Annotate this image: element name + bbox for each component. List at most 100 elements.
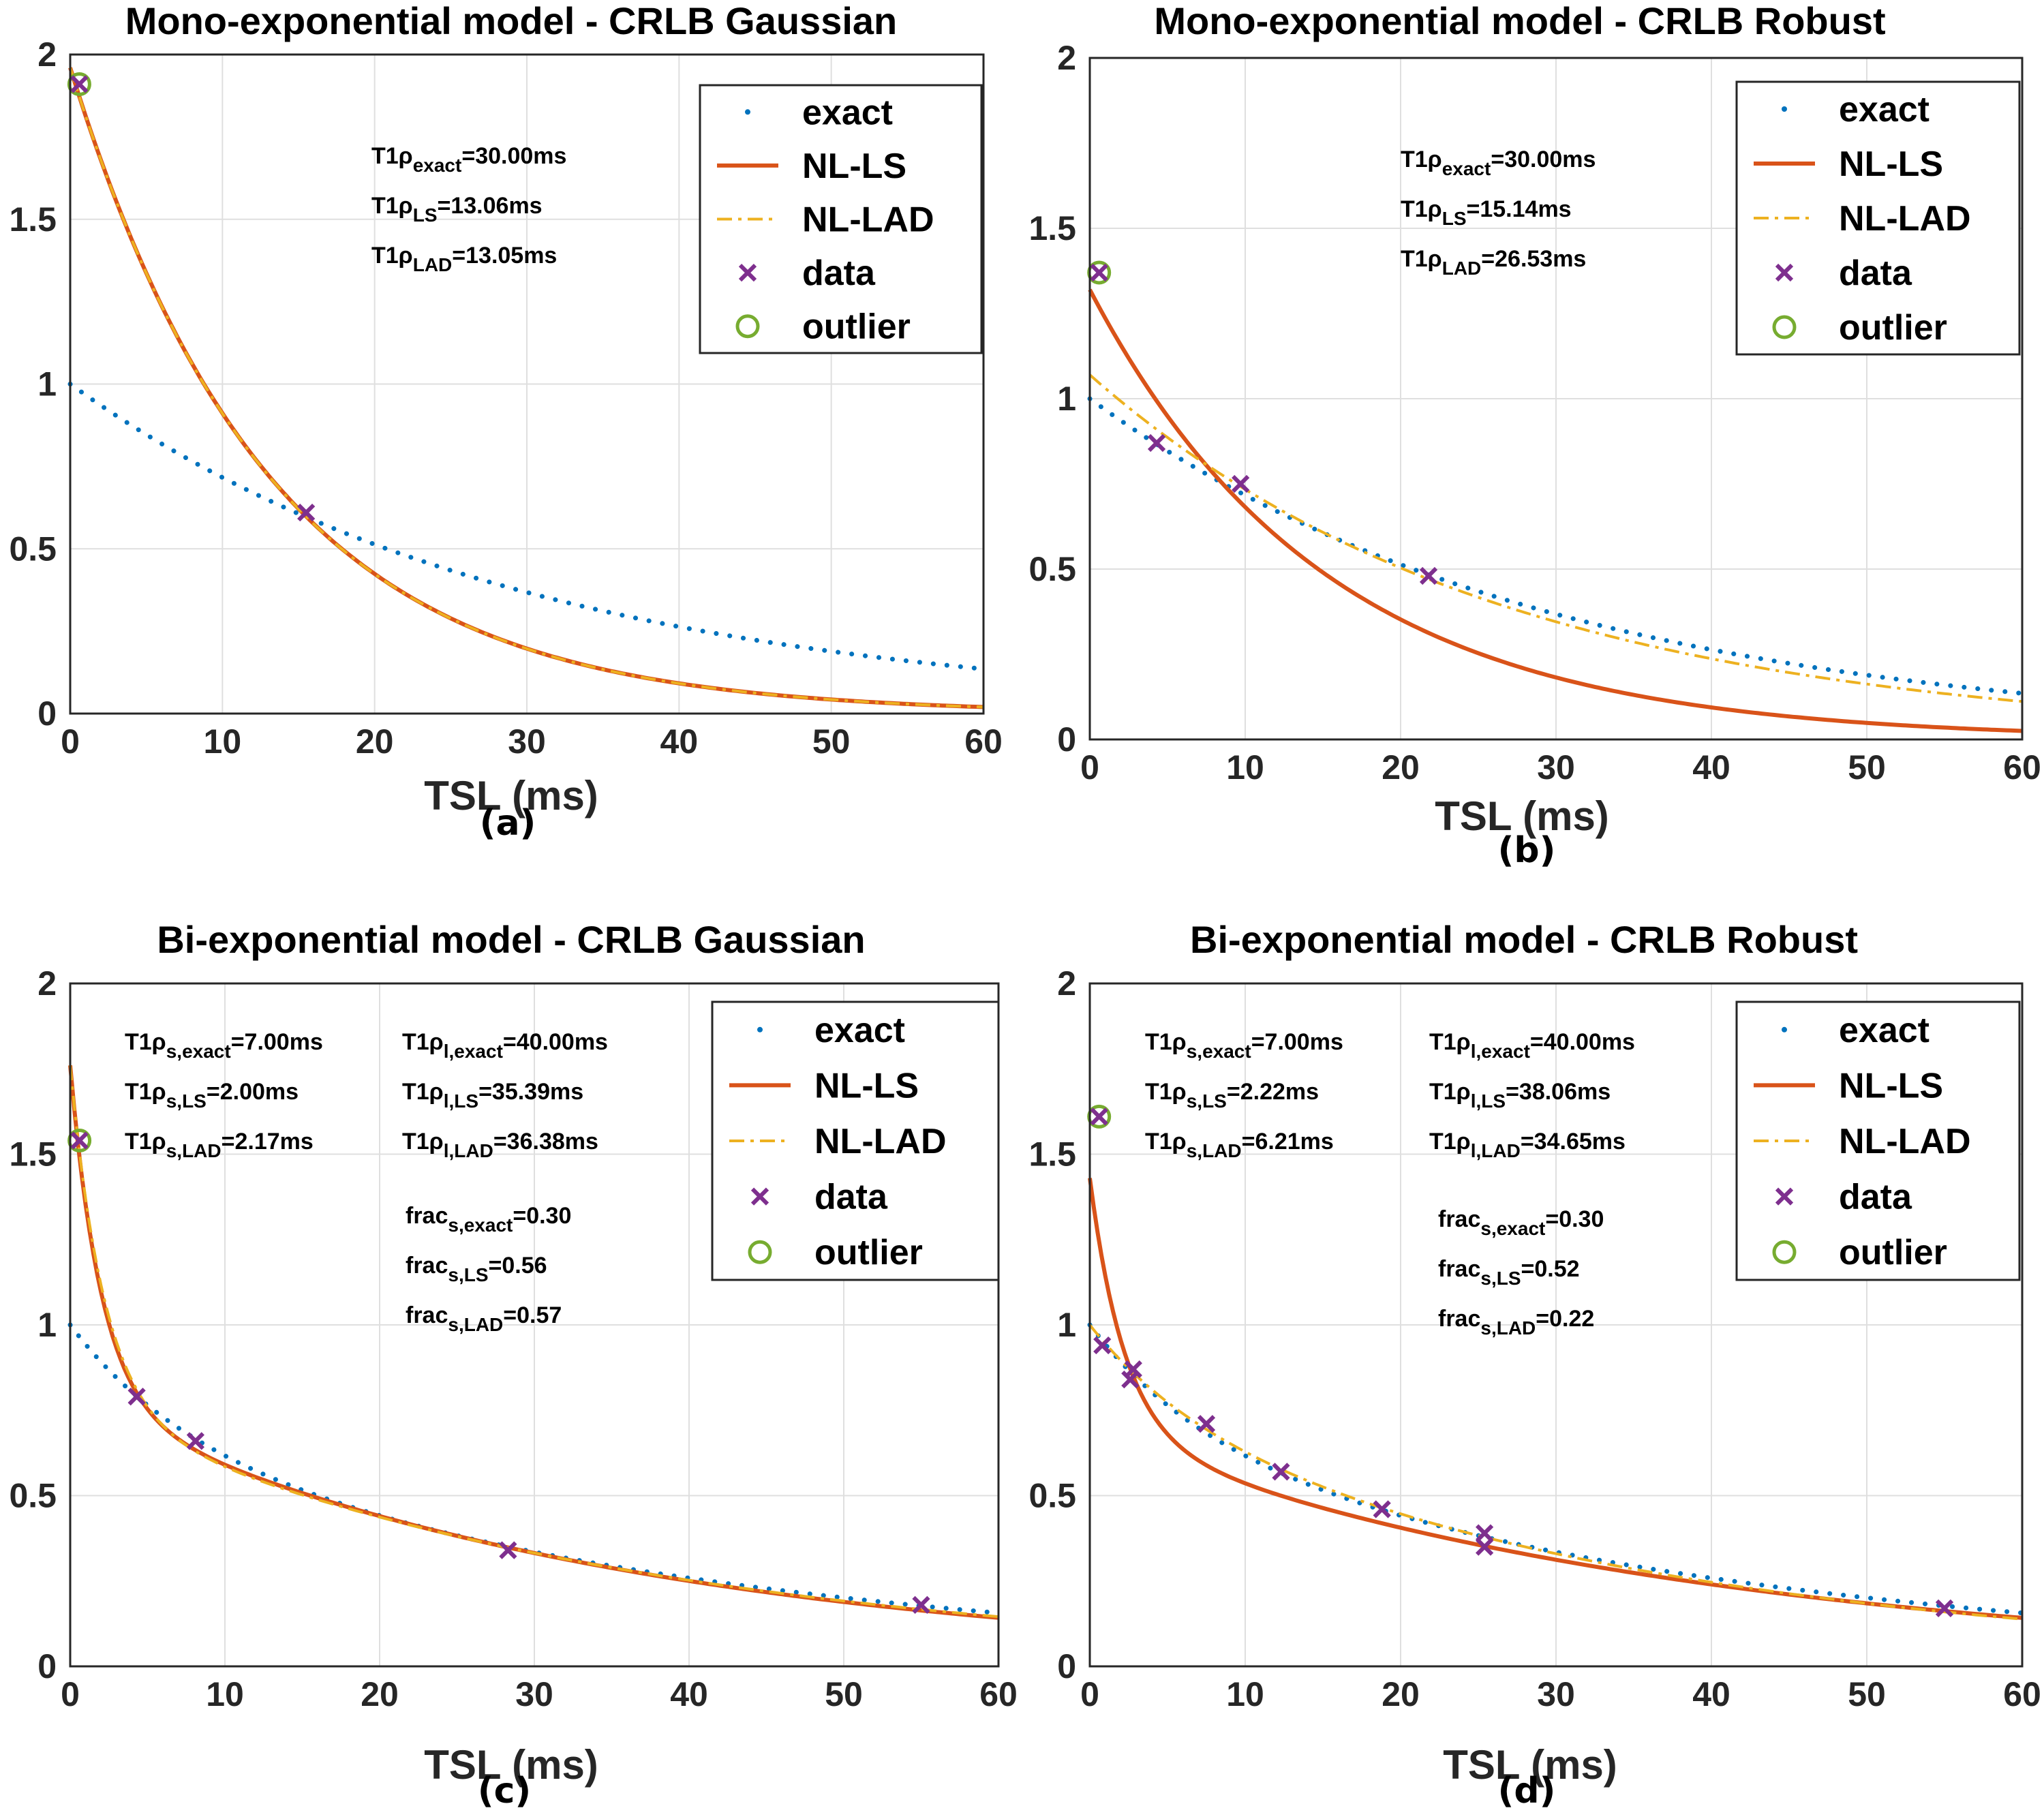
x-tick-label: 20 xyxy=(356,722,394,761)
x-tick-label: 40 xyxy=(670,1675,708,1713)
data-point xyxy=(1475,1538,1494,1556)
x-tick-label: 40 xyxy=(1692,1675,1730,1713)
legend-label: exact xyxy=(802,93,893,132)
series-nl-lad xyxy=(1088,1324,2023,1621)
data-point xyxy=(1232,474,1250,493)
legend-key-data xyxy=(1775,263,1794,282)
x-axis-label: TSL (ms) xyxy=(424,773,598,819)
legend-label: data xyxy=(802,254,876,293)
annotation-text: T1ρLS=13.06ms xyxy=(371,193,543,226)
data-point xyxy=(70,1131,89,1150)
data-point xyxy=(499,1541,517,1559)
x-tick-label: 0 xyxy=(61,722,80,761)
legend-box xyxy=(1735,80,2021,356)
x-tick-label: 10 xyxy=(1226,748,1264,786)
legend-label: NL-LAD xyxy=(802,200,934,240)
x-tick-label: 30 xyxy=(515,1675,553,1713)
data-point xyxy=(1090,263,1108,282)
x-tick-label: 50 xyxy=(1848,748,1886,786)
annotation-text: T1ρs,exact=7.00ms xyxy=(1145,1029,1343,1062)
series-nl-lad xyxy=(69,67,984,709)
y-tick-label: 1 xyxy=(37,365,57,403)
data-point xyxy=(1090,1107,1108,1126)
annotation-text: fracs,exact=0.30 xyxy=(406,1203,571,1236)
x-tick-label: 50 xyxy=(812,722,851,761)
annotation-text: T1ρl,LS=38.06ms xyxy=(1429,1079,1611,1112)
chart-title: Bi-exponential model - CRLB Robust xyxy=(1190,918,1858,961)
x-tick-label: 60 xyxy=(2003,748,2041,786)
y-tick-label: 2 xyxy=(1057,39,1076,77)
chart-title: Mono-exponential model - CRLB Robust xyxy=(1154,0,1885,42)
data-point xyxy=(1272,1463,1290,1481)
x-tick-label: 20 xyxy=(1382,1675,1420,1713)
y-tick-label: 0.5 xyxy=(9,1477,57,1515)
chart-title: Mono-exponential model - CRLB Gaussian xyxy=(125,0,898,42)
x-tick-label: 0 xyxy=(1080,1675,1099,1713)
x-tick-label: 60 xyxy=(2003,1675,2041,1713)
annotation-text: fracs,LS=0.52 xyxy=(1438,1256,1580,1289)
legend-label: NL-LS xyxy=(1839,1066,1943,1105)
series-nl-lad xyxy=(69,1065,999,1619)
panel-caption: (d) xyxy=(1498,1771,1556,1812)
y-tick-label: 0.5 xyxy=(1028,1477,1076,1515)
legend-key-exact xyxy=(757,1026,763,1033)
legend-label: data xyxy=(1839,1178,1912,1217)
panel-caption: (c) xyxy=(478,1771,531,1812)
x-tick-label: 30 xyxy=(1537,748,1575,786)
annotation-text: fracs,LS=0.56 xyxy=(406,1253,547,1285)
legend-key-outlier xyxy=(735,314,760,339)
plot-frame xyxy=(1088,57,2024,741)
legend-label: NL-LS xyxy=(1839,144,1943,184)
annotation-text: T1ρl,LS=35.39ms xyxy=(402,1079,583,1112)
x-axis-label: TSL (ms) xyxy=(424,1742,598,1788)
legend-label: data xyxy=(1839,254,1912,293)
annotation-text: T1ρs,LAD=6.21ms xyxy=(1145,1129,1334,1161)
series-exact xyxy=(1087,396,2025,696)
annotation-text: T1ρs,LS=2.22ms xyxy=(1145,1079,1319,1112)
data-point xyxy=(1197,1415,1216,1433)
annotation-text: fracs,LAD=0.22 xyxy=(1438,1306,1594,1339)
y-tick-label: 1.5 xyxy=(1028,209,1076,247)
annotation-text: T1ρLAD=26.53ms xyxy=(1401,246,1586,279)
y-tick-label: 0 xyxy=(37,694,57,733)
annotation-text: T1ρLAD=13.05ms xyxy=(371,243,557,275)
annotation-text: T1ρl,exact=40.00ms xyxy=(402,1029,608,1062)
legend-key-data xyxy=(738,263,757,282)
data-point xyxy=(912,1595,930,1614)
annotation-text: T1ρl,exact=40.00ms xyxy=(1429,1029,1635,1062)
annotation-text: T1ρLS=15.14ms xyxy=(1401,196,1572,229)
x-tick-label: 60 xyxy=(979,1675,1018,1713)
y-tick-label: 0.5 xyxy=(1028,550,1076,588)
panel-caption: (a) xyxy=(480,803,536,844)
legend-key-data xyxy=(750,1187,769,1206)
legend-label: NL-LAD xyxy=(1839,1122,1971,1161)
data-point xyxy=(1093,1336,1112,1355)
x-tick-label: 10 xyxy=(1226,1675,1264,1713)
annotation-text: T1ρl,LAD=34.65ms xyxy=(1429,1129,1626,1161)
annotation-text: fracs,LAD=0.57 xyxy=(406,1302,562,1335)
legend-box xyxy=(1735,1000,2021,1281)
y-tick-label: 0 xyxy=(37,1647,57,1685)
legend-label: NL-LS xyxy=(802,147,906,186)
data-point xyxy=(186,1432,204,1450)
legend-label: outlier xyxy=(1839,308,1947,348)
legend-label: outlier xyxy=(814,1233,923,1272)
legend-label: data xyxy=(814,1178,888,1217)
x-tick-label: 30 xyxy=(508,722,546,761)
x-tick-label: 50 xyxy=(825,1675,863,1713)
data-point xyxy=(70,75,89,93)
x-tick-label: 0 xyxy=(61,1675,80,1713)
annotation-text: T1ρexact=30.00ms xyxy=(1401,147,1596,179)
legend-label: outlier xyxy=(1839,1233,1947,1272)
annotation-text: T1ρs,LS=2.00ms xyxy=(125,1079,299,1112)
legend-label: exact xyxy=(814,1011,905,1050)
legend-label: NL-LS xyxy=(814,1066,919,1105)
x-tick-label: 20 xyxy=(1382,748,1420,786)
annotation-text: T1ρs,exact=7.00ms xyxy=(125,1029,323,1062)
x-axis-label: TSL (ms) xyxy=(1435,793,1609,839)
legend-key-exact xyxy=(1782,106,1787,112)
legend-label: exact xyxy=(1839,1011,1929,1050)
panel-caption: (b) xyxy=(1498,830,1556,871)
